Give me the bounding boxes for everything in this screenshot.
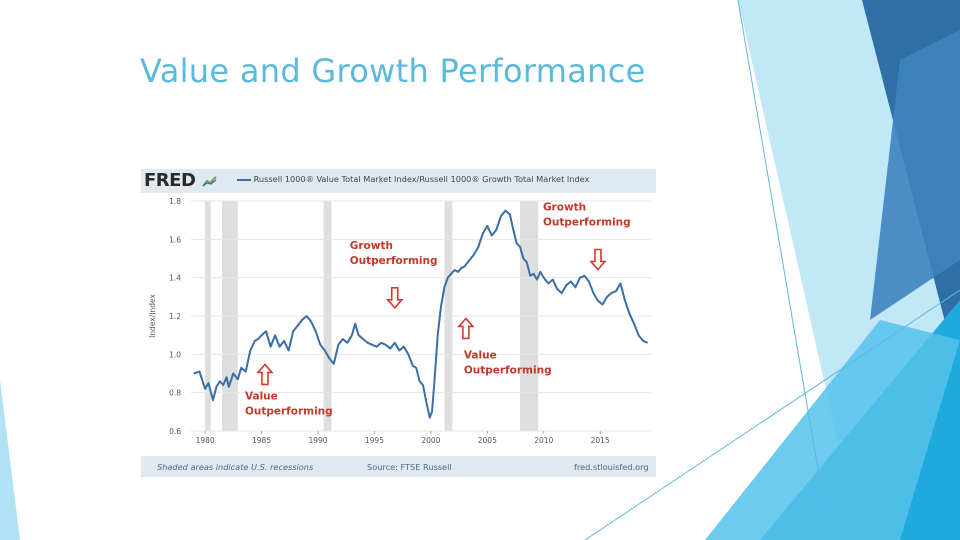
y-tick-label: 1.0 bbox=[169, 350, 181, 359]
x-tick-label: 1990 bbox=[308, 436, 327, 445]
x-tick-label: 2010 bbox=[534, 436, 553, 445]
x-tick-label: 2005 bbox=[478, 436, 497, 445]
x-tick-label: 1995 bbox=[365, 436, 384, 445]
annotation-label-line1: Value bbox=[245, 390, 278, 402]
y-tick-label: 0.6 bbox=[169, 427, 181, 436]
site-link[interactable]: fred.stlouisfed.org bbox=[574, 462, 649, 472]
y-tick-label: 0.8 bbox=[169, 389, 181, 398]
arrow-up-icon bbox=[256, 363, 274, 386]
y-tick-label: 1.8 bbox=[169, 197, 181, 206]
decor-shape-light-4 bbox=[0, 380, 20, 540]
fred-chart: FRED Russell 1000® Value Total Market In… bbox=[141, 169, 656, 477]
fred-logo: FRED bbox=[144, 170, 218, 191]
x-tick-label: 1980 bbox=[196, 436, 215, 445]
decor-shape-light-3 bbox=[705, 320, 960, 540]
decor-line-2 bbox=[584, 289, 960, 540]
arrow-down-icon bbox=[385, 287, 404, 310]
decor-shape-mid-1 bbox=[870, 30, 960, 320]
annotation-label-line2: Outperforming bbox=[464, 364, 552, 376]
series-title-text: Russell 1000® Value Total Market Index/R… bbox=[253, 174, 590, 184]
chart-svg: 0.6 0.8 1.0 1.2 1.4 1.6 1.8 1980 1985 1990 1995 200… bbox=[148, 197, 651, 445]
x-tick-label: 1985 bbox=[252, 436, 271, 445]
chart-footer-band bbox=[141, 456, 656, 477]
slide-title: Value and Growth Performance bbox=[140, 52, 646, 90]
chart-header-band bbox=[141, 169, 656, 193]
series-title: Russell 1000® Value Total Market Index/R… bbox=[237, 174, 589, 184]
annotation-label-line1: Growth bbox=[543, 202, 586, 214]
fred-logo-graph-icon bbox=[202, 176, 217, 187]
y-axis-label: Index/Index bbox=[148, 294, 157, 338]
x-tick-label: 2015 bbox=[591, 436, 610, 445]
arrow-down-icon bbox=[589, 248, 607, 271]
annotation-label-line1: Growth bbox=[350, 240, 393, 252]
source-note: Source: FTSE Russell bbox=[367, 462, 452, 472]
recession-note: Shaded areas indicate U.S. recessions bbox=[157, 462, 314, 472]
annotation-label-line2: Outperforming bbox=[245, 405, 333, 417]
x-tick-label: 2000 bbox=[421, 436, 440, 445]
fred-logo-text: FRED bbox=[144, 170, 196, 191]
decor-line-1 bbox=[737, 0, 831, 540]
annotation-label-line2: Outperforming bbox=[543, 217, 631, 229]
arrow-up-icon bbox=[457, 317, 475, 340]
legend-line-icon bbox=[237, 178, 251, 181]
y-tick-label: 1.2 bbox=[169, 312, 181, 321]
y-tick-label: 1.4 bbox=[169, 274, 181, 283]
series-line bbox=[193, 209, 648, 419]
annotation-label-line1: Value bbox=[464, 349, 497, 361]
y-tick-label: 1.6 bbox=[169, 235, 181, 244]
annotation-label-line2: Outperforming bbox=[350, 255, 438, 267]
